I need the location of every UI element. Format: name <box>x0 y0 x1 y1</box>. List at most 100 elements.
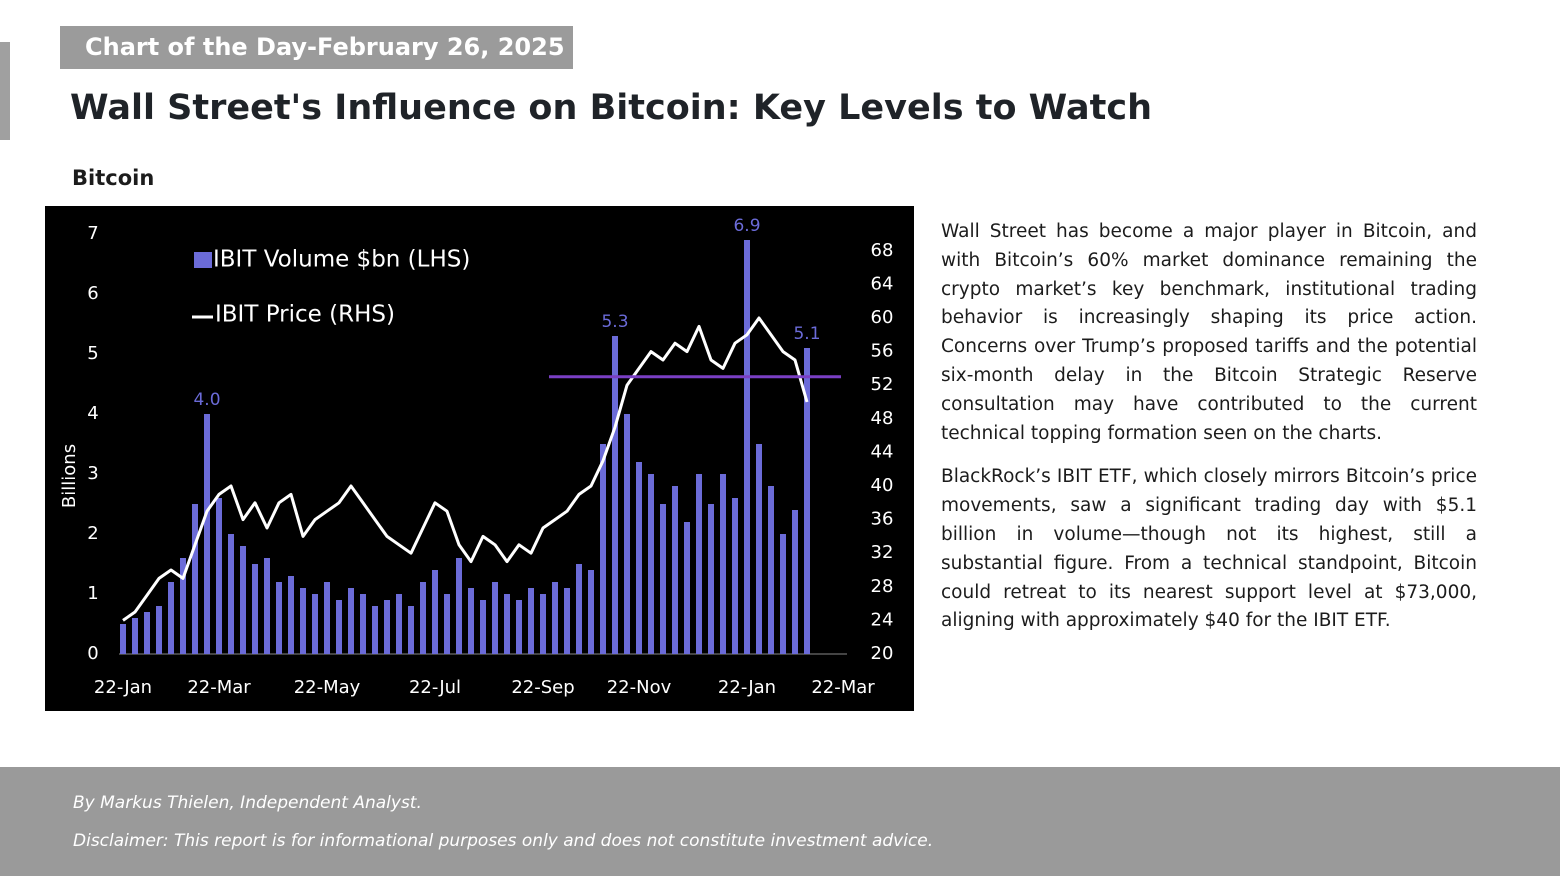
volume-bar <box>768 486 774 654</box>
x-tick-label: 22-Sep <box>511 677 574 698</box>
volume-bar <box>792 510 798 654</box>
chart: Billions 0123456720242832364044485256606… <box>45 206 914 711</box>
volume-bar <box>204 414 210 654</box>
volume-bar <box>552 582 558 654</box>
paragraph: BlackRock’s IBIT ETF, which closely mirr… <box>941 466 1477 632</box>
y-tick-label: 7 <box>87 223 98 244</box>
volume-bar <box>276 582 282 654</box>
volume-bar <box>732 498 738 654</box>
volume-bar <box>444 594 450 654</box>
x-tick-label: 22-Jan <box>718 677 776 698</box>
volume-bar <box>624 414 630 654</box>
volume-bar <box>528 588 534 654</box>
disclaimer: Disclaimer: This report is for informati… <box>73 831 934 851</box>
x-tick-label: 22-Nov <box>607 677 672 698</box>
volume-bar <box>384 600 390 654</box>
volume-bar <box>456 558 462 654</box>
y2-tick-label: 32 <box>871 542 894 563</box>
volume-bar <box>300 588 306 654</box>
volume-bar <box>432 570 438 654</box>
paragraph: Wall Street has become a major player in… <box>941 221 1477 444</box>
accent-bar <box>0 42 10 140</box>
volume-bar <box>120 624 126 654</box>
value-label: 4.0 <box>193 390 220 410</box>
chart-subtitle: Bitcoin <box>72 166 155 190</box>
y2-tick-label: 68 <box>871 240 894 261</box>
price-line <box>122 316 809 622</box>
y2-tick-label: 40 <box>871 475 894 496</box>
value-label: 5.3 <box>601 312 628 332</box>
volume-bar <box>156 606 162 654</box>
volume-bar <box>420 582 426 654</box>
volume-bar <box>684 522 690 654</box>
volume-bar <box>708 504 714 654</box>
volume-bar <box>264 558 270 654</box>
volume-bar <box>288 576 294 654</box>
volume-bar <box>240 546 246 654</box>
x-tick-label: 22-Jan <box>94 677 152 698</box>
volume-bar <box>312 594 318 654</box>
y2-tick-label: 56 <box>871 341 894 362</box>
y-axis-title: Billions <box>59 444 80 508</box>
volume-bar <box>612 336 618 654</box>
y2-tick-label: 36 <box>871 509 894 530</box>
volume-bar <box>132 618 138 654</box>
legend-label: IBIT Price (RHS) <box>215 302 395 328</box>
y-tick-label: 6 <box>87 283 98 304</box>
volume-bar <box>804 348 810 654</box>
volume-bar <box>648 474 654 654</box>
x-tick-label: 22-Mar <box>187 677 251 698</box>
volume-bar <box>228 534 234 654</box>
volume-bar <box>396 594 402 654</box>
y2-tick-label: 48 <box>871 408 894 429</box>
y2-tick-label: 60 <box>871 307 894 328</box>
y-tick-label: 5 <box>87 343 98 364</box>
volume-bar <box>336 600 342 654</box>
volume-bar <box>672 486 678 654</box>
commentary: Wall Street has become a major player in… <box>941 218 1477 651</box>
footer: By Markus Thielen, Independent Analyst. … <box>0 767 1560 876</box>
volume-bar <box>744 240 750 654</box>
x-tick-label: 22-May <box>294 677 361 698</box>
volume-bar <box>576 564 582 654</box>
legend-label: IBIT Volume $bn (LHS) <box>213 247 470 273</box>
y-tick-label: 1 <box>87 583 98 604</box>
value-label: 5.1 <box>793 324 820 344</box>
volume-bar <box>408 606 414 654</box>
volume-bar <box>564 588 570 654</box>
volume-bar <box>588 570 594 654</box>
volume-bar <box>756 444 762 654</box>
legend-swatch <box>194 252 212 268</box>
volume-bar <box>324 582 330 654</box>
volume-bar <box>696 474 702 654</box>
volume-bar <box>252 564 258 654</box>
author: By Markus Thielen, Independent Analyst. <box>73 793 422 813</box>
title: Wall Street's Influence on Bitcoin: Key … <box>70 88 1153 128</box>
y2-tick-label: 24 <box>871 609 894 630</box>
volume-bar <box>660 504 666 654</box>
y2-tick-label: 28 <box>871 576 894 597</box>
volume-bar <box>636 462 642 654</box>
volume-bar <box>168 582 174 654</box>
date-tag: Chart of the Day-February 26, 2025 <box>60 26 573 69</box>
volume-bar <box>192 504 198 654</box>
volume-bar <box>480 600 486 654</box>
y2-tick-label: 44 <box>871 441 894 462</box>
y-tick-label: 4 <box>87 403 98 424</box>
y-tick-label: 0 <box>87 643 98 664</box>
volume-bar <box>492 582 498 654</box>
volume-bar <box>216 498 222 654</box>
volume-bar <box>516 600 522 654</box>
y-tick-label: 3 <box>87 463 98 484</box>
volume-bar <box>780 534 786 654</box>
y2-tick-label: 52 <box>871 374 894 395</box>
volume-bar <box>180 558 186 654</box>
y-tick-label: 2 <box>87 523 98 544</box>
volume-bar <box>504 594 510 654</box>
volume-bar <box>372 606 378 654</box>
volume-bar <box>348 588 354 654</box>
value-label: 6.9 <box>733 216 760 236</box>
volume-bar <box>540 594 546 654</box>
volume-bar <box>144 612 150 654</box>
